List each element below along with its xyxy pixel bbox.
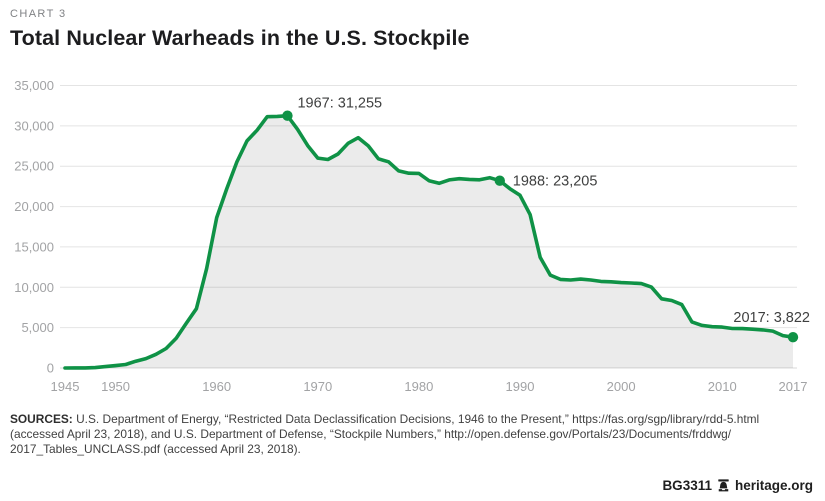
- line-path: [63, 113, 795, 370]
- y-tick-label: 0: [47, 361, 54, 376]
- data-point-marker: [494, 175, 505, 186]
- y-tick-label: 30,000: [14, 118, 54, 133]
- y-tick-label: 10,000: [14, 280, 54, 295]
- chart-kicker: CHART 3: [10, 8, 67, 20]
- x-tick-label: 1945: [51, 379, 80, 394]
- area-path: [65, 115, 793, 368]
- area-fill-group: [65, 115, 793, 368]
- x-tick-label: 2017: [779, 379, 808, 394]
- y-tick-label: 20,000: [14, 199, 54, 214]
- footer-brand: BG3311 heritage.org: [662, 478, 813, 493]
- y-tick-label: 25,000: [14, 159, 54, 174]
- annotations-group: 1967: 31,255 1988: 23,205 2017: 3,822: [282, 96, 810, 343]
- gridlines-group: [60, 85, 797, 369]
- y-tick-label: 15,000: [14, 239, 54, 254]
- annotation-label: 1988: 23,205: [513, 174, 598, 190]
- x-tick-label: 1980: [404, 379, 433, 394]
- x-axis-labels: 1945 1950 1960 1970 1980 1990 2000 2010 2017: [51, 379, 808, 394]
- x-tick-label: 2000: [607, 379, 636, 394]
- x-tick-label: 1970: [303, 379, 332, 394]
- line-group: [63, 113, 795, 370]
- site-link[interactable]: heritage.org: [734, 478, 813, 493]
- x-tick-label: 1950: [101, 379, 130, 394]
- liberty-bell-icon: [718, 479, 729, 492]
- sources-label: SOURCES:: [10, 412, 73, 426]
- annotation-label: 1967: 31,255: [297, 96, 382, 112]
- y-tick-label: 5,000: [21, 320, 54, 335]
- x-tick-label: 1990: [506, 379, 535, 394]
- data-point-marker: [282, 110, 293, 121]
- y-axis-labels: 0 5,000 10,000 15,000 20,000 25,000 30,000 35,0…: [14, 78, 54, 376]
- sources-line-2: (accessed April 23, 2018), and U.S. Depa…: [10, 427, 732, 442]
- x-tick-label: 2010: [708, 379, 737, 394]
- page-title: Total Nuclear Warheads in the U.S. Stock…: [10, 26, 470, 50]
- sources-note: SOURCES: U.S. Department of Energy, “Res…: [10, 412, 822, 458]
- annotation-label: 2017: 3,822: [733, 310, 810, 326]
- x-tick-label: 1960: [202, 379, 231, 394]
- y-tick-label: 35,000: [14, 78, 54, 93]
- sources-line-3: 2017_Tables_UNCLASS.pdf (accessed April …: [10, 442, 301, 457]
- data-point-marker: [787, 331, 799, 343]
- report-code: BG3311: [662, 478, 712, 493]
- sources-line-1: SOURCES: U.S. Department of Energy, “Res…: [10, 412, 760, 426]
